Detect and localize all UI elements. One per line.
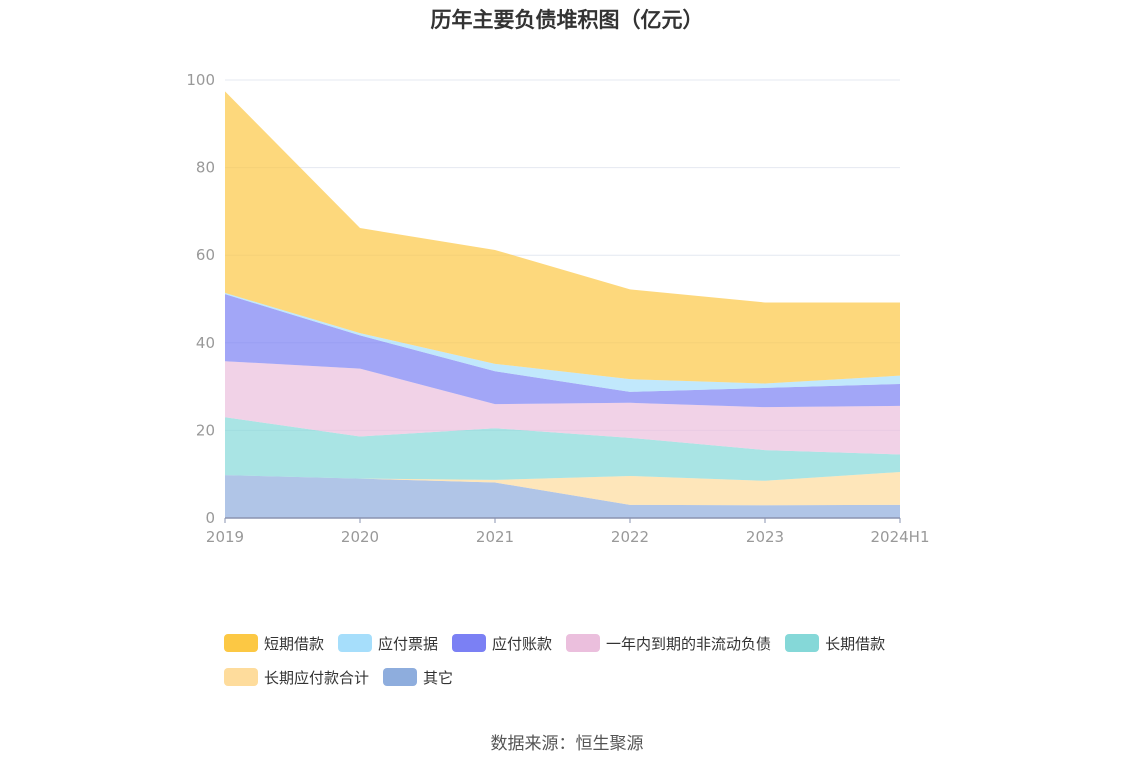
y-tick-label: 60 <box>196 246 215 264</box>
legend-label: 短期借款 <box>264 634 325 653</box>
x-tick-label: 2019 <box>206 528 244 546</box>
area-series-3[interactable] <box>225 361 900 455</box>
area-series-2[interactable] <box>225 294 900 408</box>
legend-swatch <box>338 634 373 652</box>
x-tick-label: 2022 <box>611 528 649 546</box>
legend-item-2[interactable]: 应付账款 <box>452 632 552 654</box>
y-tick-label: 0 <box>205 509 215 527</box>
data-source: 数据来源：恒生聚源 <box>490 734 644 754</box>
legend-label: 一年内到期的非流动负债 <box>606 634 772 653</box>
chart-title: 历年主要负债堆积图（亿元） <box>430 8 704 32</box>
x-tick-label: 2020 <box>341 528 379 546</box>
legend-item-1[interactable]: 应付票据 <box>338 632 438 654</box>
area-series-6[interactable] <box>225 475 900 518</box>
legend-label: 应付账款 <box>492 634 553 653</box>
legend-item-4[interactable]: 长期借款 <box>785 632 885 654</box>
stacked-area-chart: 0 20 40 60 80 100 2019 2020 2021 2022 2023 2024H1 <box>186 71 930 546</box>
legend-item-5[interactable]: 长期应付款合计 <box>224 666 369 688</box>
legend-swatch <box>224 634 258 652</box>
y-tick-label: 40 <box>196 334 215 352</box>
legend-item-0[interactable]: 短期借款 <box>224 632 324 654</box>
y-tick-label: 100 <box>186 71 215 89</box>
y-tick-label: 20 <box>196 421 215 439</box>
area-series-1[interactable] <box>225 292 900 392</box>
area-series-0[interactable] <box>225 91 900 384</box>
legend-swatch <box>452 634 487 652</box>
x-tick-label: 2021 <box>476 528 514 546</box>
legend-item-6[interactable]: 其它 <box>383 666 453 688</box>
y-tick-label: 80 <box>196 159 215 177</box>
legend-swatch <box>785 634 820 652</box>
x-tick-label: 2024H1 <box>871 528 930 546</box>
legend-swatch <box>383 668 418 686</box>
legend-swatch <box>566 634 601 652</box>
legend-label: 长期借款 <box>825 634 886 653</box>
legend-swatch <box>224 668 258 686</box>
legend-label: 其它 <box>423 668 454 687</box>
area-series-4[interactable] <box>225 417 900 481</box>
legend-label: 长期应付款合计 <box>264 668 370 687</box>
chart-legend: 短期借款 应付票据 应付账款 一年内到期的非流动负债 长期借款长期应付款合计 其它 <box>224 632 924 688</box>
x-tick-label: 2023 <box>746 528 784 546</box>
area-series-5[interactable] <box>225 472 900 506</box>
legend-label: 应付票据 <box>378 634 439 653</box>
legend-item-3[interactable]: 一年内到期的非流动负债 <box>566 632 771 654</box>
